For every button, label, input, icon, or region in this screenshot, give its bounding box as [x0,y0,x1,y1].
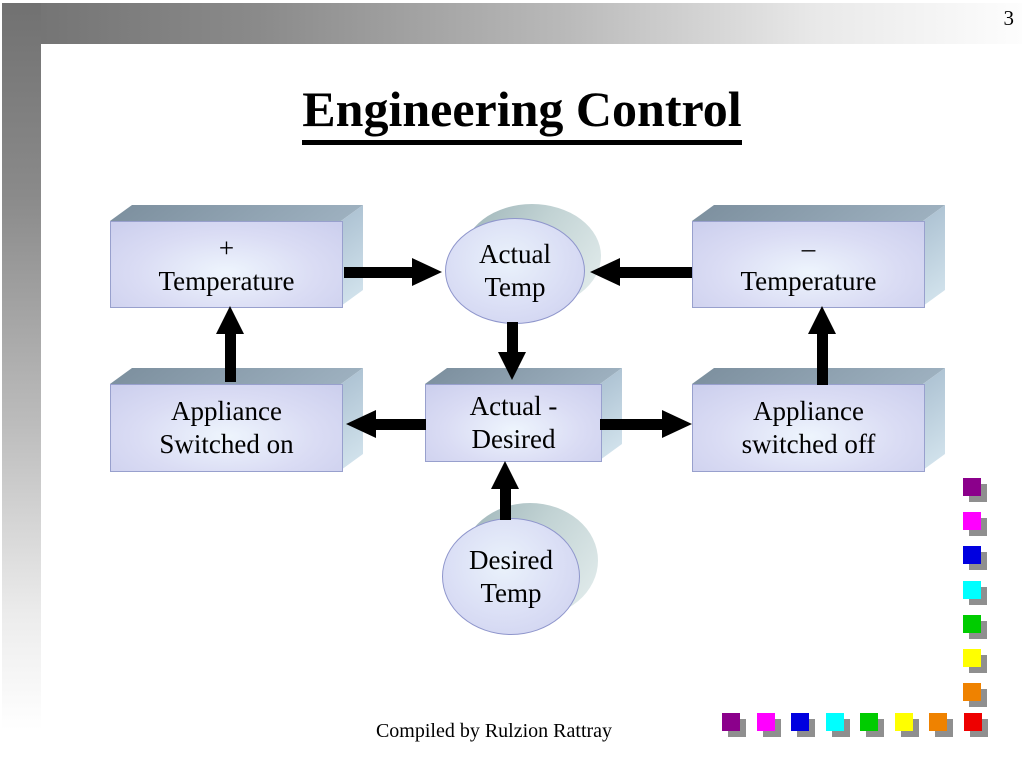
node-label-line2: Temperature [158,265,295,296]
title-wrap: Engineering Control [42,82,1002,145]
node-label: Appliance switched off [742,395,876,461]
color-square-6 [963,683,981,701]
box-side-face [600,368,622,460]
node-label: Actual - Desired [470,390,558,456]
frame-top-gradient-bar [2,3,1022,44]
node-label-line2: Switched on [159,429,294,459]
node-label-line1: Desired [469,544,553,575]
color-square-1 [757,713,775,731]
color-square-0 [963,478,981,496]
box-top-face [691,205,945,221]
node-label-line2: switched off [741,429,876,459]
node-label: – Temperature [740,232,876,298]
box-front-face: + Temperature [110,221,343,308]
page-number: 3 [1003,6,1015,30]
box-front-face: Appliance Switched on [110,384,343,472]
color-square-2 [963,546,981,564]
color-square-5 [963,649,981,667]
box-side-face [923,205,945,306]
page-title: Engineering Control [302,82,742,145]
square-row [722,713,992,739]
node-label-line1: – [801,232,816,263]
node-label: Desired Temp [469,544,553,610]
node-label-line1: Actual [479,239,551,269]
color-square-6 [929,713,947,731]
color-square-5 [895,713,913,731]
box-side-face [341,205,363,306]
box-front-face: – Temperature [692,221,925,308]
box-front-face: Actual - Desired [425,384,602,462]
color-square-3 [826,713,844,731]
footer-credit: Compiled by Rulzion Rattray [375,720,613,742]
color-square-4 [860,713,878,731]
color-square-1 [963,512,981,530]
color-square-3 [963,581,981,599]
color-square-0 [722,713,740,731]
color-square-4 [963,615,981,633]
box-top-face [109,368,363,384]
node-label: Actual Temp [479,238,551,304]
node-label-line1: Appliance [753,396,864,426]
node-label: Appliance Switched on [159,395,293,461]
color-square-2 [791,713,809,731]
box-front-face: Appliance switched off [692,384,925,472]
node-label-line1: + [218,232,235,263]
box-side-face [923,368,945,470]
frame-left-gradient-bar [2,3,41,768]
node-label: + Temperature [158,232,294,298]
square-column [963,478,989,710]
node-label-line1: Appliance [171,396,282,426]
node-label-line1: Actual - [469,391,558,421]
cylinder-front-face: Actual Temp [445,218,585,324]
box-top-face [109,205,363,221]
node-label-line2: Temperature [740,265,877,296]
cylinder-front-face: Desired Temp [442,518,580,635]
node-label-line2: Temp [484,272,546,302]
node-label-line2: Temp [480,577,542,608]
node-label-line2: Desired [471,424,556,454]
color-square-7 [964,713,982,731]
